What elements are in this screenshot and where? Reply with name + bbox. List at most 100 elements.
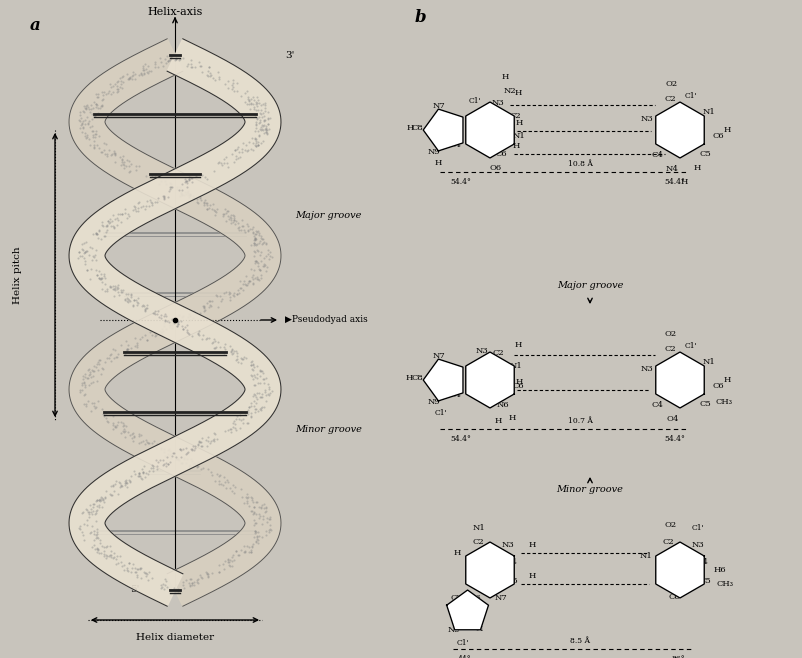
Point <box>73 521 86 532</box>
Point <box>163 316 176 327</box>
Point <box>132 161 145 171</box>
Point <box>245 240 257 250</box>
Point <box>125 429 138 440</box>
Point <box>155 442 168 453</box>
Point <box>261 124 273 135</box>
Point <box>129 469 142 480</box>
Point <box>249 226 262 237</box>
Point <box>257 237 270 247</box>
Point <box>83 274 96 284</box>
Text: H: H <box>529 541 536 549</box>
Point <box>218 79 231 89</box>
Point <box>261 249 274 259</box>
Point <box>227 86 240 96</box>
Point <box>253 371 266 382</box>
Point <box>109 559 122 569</box>
Point <box>254 366 267 376</box>
Point <box>239 407 252 418</box>
Point <box>221 477 234 488</box>
Point <box>171 454 184 465</box>
Point <box>140 64 152 75</box>
Point <box>117 71 130 82</box>
Point <box>260 127 273 138</box>
Point <box>125 292 138 303</box>
Point <box>234 224 247 235</box>
Point <box>209 210 221 220</box>
Point <box>209 476 221 486</box>
Point <box>79 382 92 392</box>
Point <box>250 394 263 405</box>
Point <box>90 228 103 239</box>
Point <box>196 330 209 340</box>
Point <box>115 79 128 89</box>
Point <box>249 496 262 507</box>
Point <box>243 276 256 287</box>
Point <box>222 288 235 299</box>
Point <box>164 320 176 330</box>
Point <box>111 283 124 293</box>
Point <box>216 159 229 170</box>
Point <box>167 448 180 459</box>
Point <box>253 265 266 275</box>
Point <box>254 365 267 375</box>
Point <box>259 259 272 270</box>
Point <box>108 479 121 490</box>
Point <box>202 332 215 343</box>
Point <box>255 532 268 542</box>
Point <box>218 157 231 168</box>
Point <box>204 438 217 448</box>
Point <box>77 107 90 117</box>
Point <box>88 129 101 139</box>
Point <box>147 307 160 318</box>
Point <box>148 59 161 69</box>
Point <box>112 417 125 427</box>
Point <box>85 243 98 253</box>
Point <box>217 480 229 491</box>
Text: C6: C6 <box>512 382 524 390</box>
Point <box>264 524 277 534</box>
Point <box>181 188 194 198</box>
Point <box>79 401 92 412</box>
Text: C4: C4 <box>652 401 663 409</box>
Point <box>197 198 210 209</box>
Point <box>173 443 186 454</box>
Point <box>78 248 91 259</box>
Point <box>119 478 132 488</box>
Point <box>257 120 269 131</box>
Point <box>184 459 197 470</box>
Point <box>132 468 145 479</box>
Point <box>248 370 261 380</box>
Point <box>201 463 214 474</box>
Point <box>165 318 178 328</box>
Point <box>89 507 102 518</box>
Point <box>172 454 184 465</box>
Point <box>136 464 148 474</box>
Point <box>78 100 91 111</box>
Point <box>196 169 209 180</box>
Point <box>133 470 146 481</box>
Point <box>241 99 253 109</box>
Point <box>140 171 152 182</box>
Text: ▶Pseudodyad axis: ▶Pseudodyad axis <box>285 315 368 324</box>
Point <box>84 99 97 110</box>
Point <box>254 105 267 115</box>
Point <box>249 232 261 243</box>
Text: CH₃: CH₃ <box>716 580 733 588</box>
Point <box>78 253 91 263</box>
Point <box>83 115 95 126</box>
Point <box>229 546 242 557</box>
Point <box>117 424 130 434</box>
Point <box>248 235 261 245</box>
Point <box>87 534 100 545</box>
Text: C4: C4 <box>505 557 517 566</box>
Point <box>119 348 132 359</box>
Point <box>136 473 148 484</box>
Point <box>197 196 210 207</box>
Point <box>130 564 143 574</box>
Point <box>192 329 205 340</box>
Point <box>242 226 255 236</box>
Point <box>115 428 128 439</box>
Point <box>203 61 216 72</box>
Text: C2: C2 <box>509 112 521 120</box>
Point <box>235 358 248 368</box>
